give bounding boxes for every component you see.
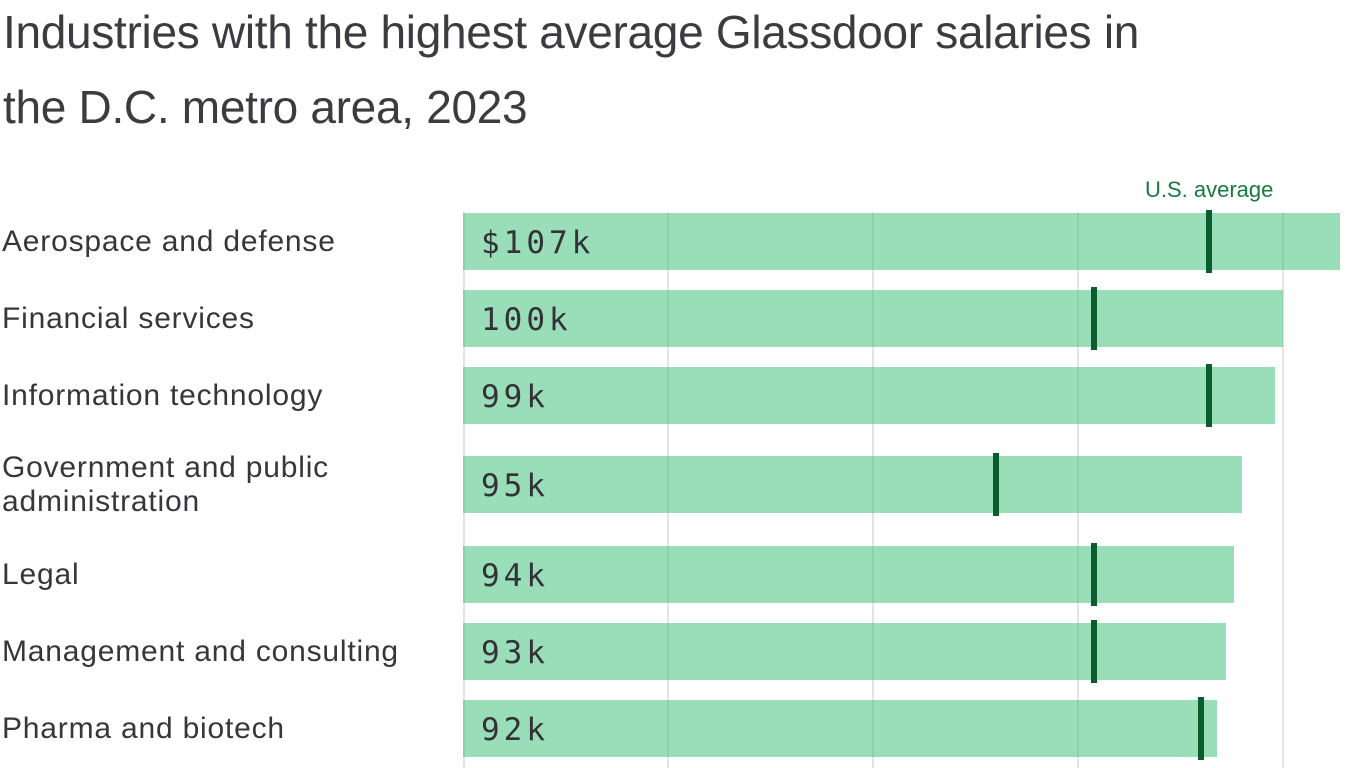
industry-label-government-and-public-administration: Government and public administration [2, 450, 329, 518]
industry-label-legal: Legal [2, 557, 80, 591]
industry-label-aerospace-and-defense: Aerospace and defense [2, 224, 336, 258]
us-average-annotation: U.S. average [1144, 177, 1274, 202]
us-average-tick-aerospace-and-defense [1206, 210, 1213, 273]
us-average-tick-information-technology [1206, 364, 1213, 427]
chart-title: Industries with the highest average Glas… [3, 6, 1140, 133]
industry-label-management-and-consulting: Management and consulting [2, 634, 399, 668]
us-average-tick-legal [1091, 543, 1098, 606]
industry-label-pharma-and-biotech: Pharma and biotech [2, 711, 285, 745]
salary-value-management-and-consulting: 93k [481, 634, 549, 671]
salary-bar-legal [463, 546, 1234, 603]
salary-value-government-and-public-administration: 95k [481, 467, 549, 504]
salary-bar-financial-services [463, 290, 1283, 347]
salary-value-aerospace-and-defense: $107k [481, 224, 595, 261]
salary-bar-government-and-public-administration [463, 456, 1242, 513]
us-average-tick-management-and-consulting [1091, 620, 1098, 683]
us-average-tick-pharma-and-biotech [1198, 697, 1204, 760]
salary-value-pharma-and-biotech: 92k [481, 711, 549, 748]
salary-bar-information-technology [463, 367, 1275, 424]
gridline-100k [1282, 212, 1284, 768]
industry-label-financial-services: Financial services [2, 301, 255, 335]
salary-value-information-technology: 99k [481, 378, 549, 415]
salary-bar-aerospace-and-defense [463, 213, 1341, 270]
industry-label-information-technology: Information technology [2, 378, 324, 412]
us-average-tick-government-and-public-administration [993, 453, 999, 516]
us-average-tick-financial-services [1091, 287, 1098, 350]
salary-value-financial-services: 100k [481, 301, 572, 338]
salary-bar-management-and-consulting [463, 623, 1226, 680]
salary-value-legal: 94k [481, 557, 549, 594]
salary-bar-pharma-and-biotech [463, 700, 1218, 757]
